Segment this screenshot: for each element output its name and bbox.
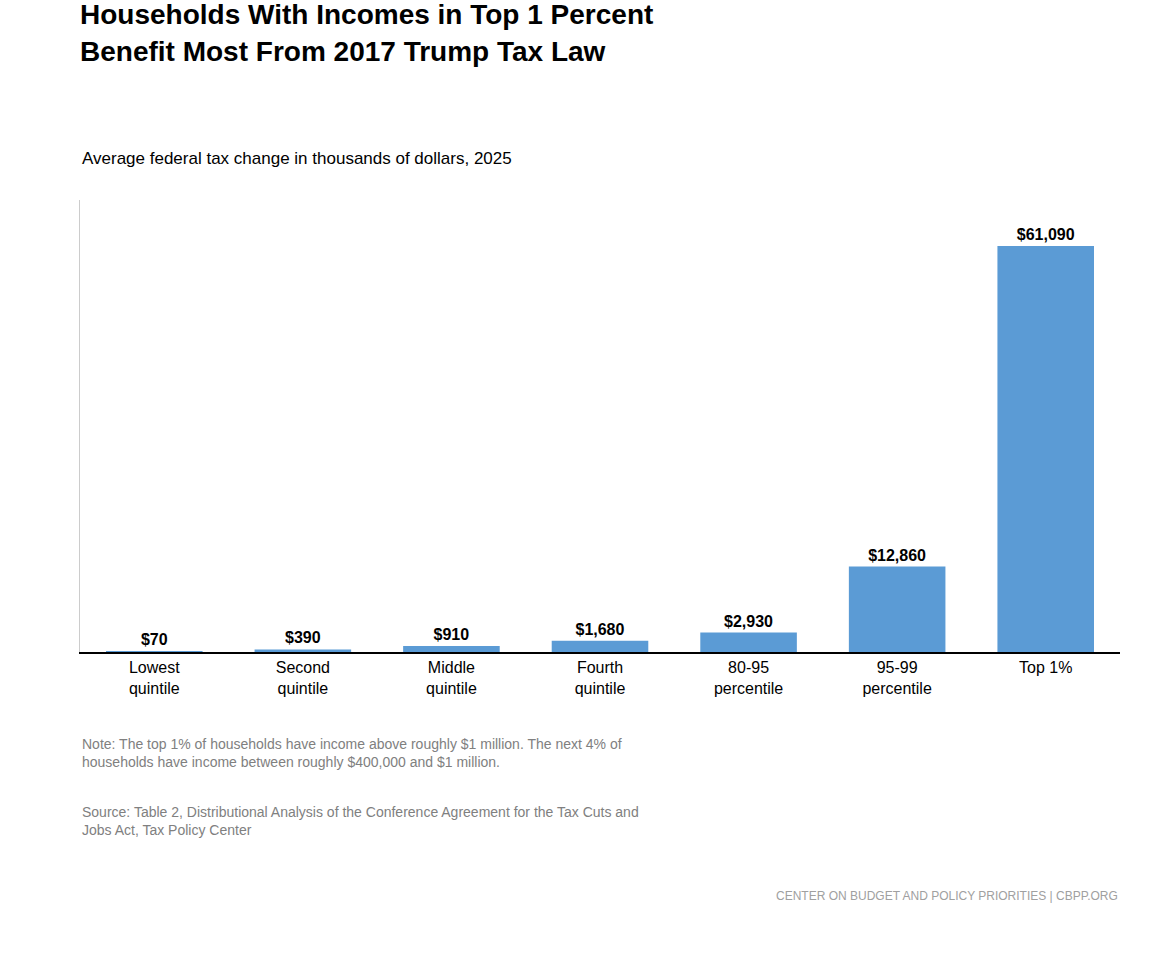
svg-text:$1,680: $1,680 bbox=[575, 621, 624, 638]
svg-text:$70: $70 bbox=[141, 631, 168, 648]
svg-text:$910: $910 bbox=[434, 626, 470, 643]
svg-text:$390: $390 bbox=[285, 629, 321, 646]
svg-text:CENTER ON BUDGET AND POLICY PR: CENTER ON BUDGET AND POLICY PRIORITIES |… bbox=[776, 889, 1118, 903]
svg-text:80-95percentile: 80-95percentile bbox=[714, 659, 783, 697]
svg-text:Fourthquintile: Fourthquintile bbox=[575, 659, 626, 697]
svg-text:Average federal tax change in: Average federal tax change in thousands … bbox=[82, 149, 512, 168]
svg-text:Middlequintile: Middlequintile bbox=[426, 659, 477, 697]
svg-text:Households With Incomes in Top: Households With Incomes in Top 1 Percent… bbox=[80, 0, 653, 67]
svg-text:Note: The top 1% of households: Note: The top 1% of households have inco… bbox=[82, 736, 622, 770]
svg-text:Secondquintile: Secondquintile bbox=[276, 659, 330, 697]
svg-text:Top 1%: Top 1% bbox=[1019, 659, 1072, 676]
svg-text:$61,090: $61,090 bbox=[1017, 226, 1075, 243]
svg-text:$2,930: $2,930 bbox=[724, 613, 773, 630]
svg-text:$12,860: $12,860 bbox=[868, 547, 926, 564]
svg-text:Source: Table 2, Distributiona: Source: Table 2, Distributional Analysis… bbox=[82, 804, 639, 838]
svg-text:Lowestquintile: Lowestquintile bbox=[129, 659, 180, 697]
svg-text:95-99percentile: 95-99percentile bbox=[862, 659, 931, 697]
